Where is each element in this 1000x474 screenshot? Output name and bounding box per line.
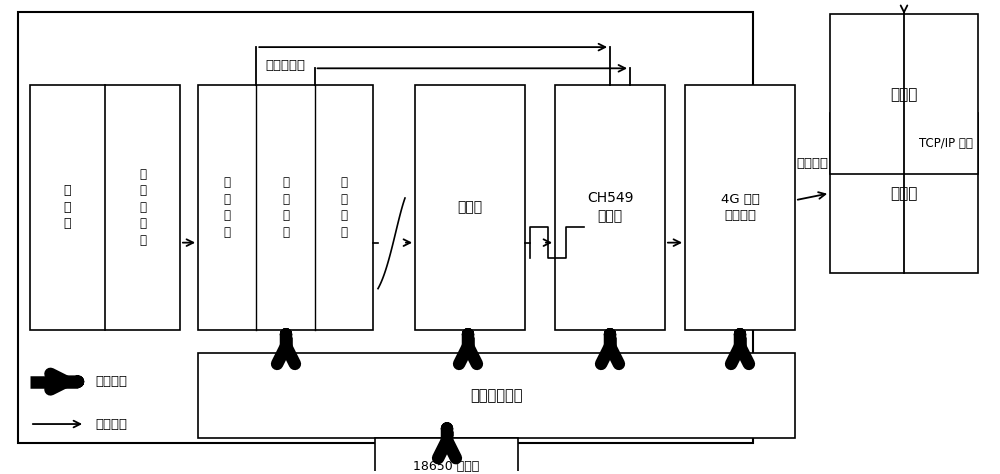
Text: 上位机: 上位机 (890, 87, 918, 102)
Text: 4G 无线
通信模块: 4G 无线 通信模块 (721, 192, 759, 222)
Text: 电
压
放
大: 电 压 放 大 (282, 176, 289, 238)
Bar (30, 85, 180, 330)
Bar (375, 438, 518, 474)
Text: 电源走向: 电源走向 (95, 375, 127, 388)
Text: 前置放大器: 前置放大器 (266, 59, 306, 73)
Text: 服务器: 服务器 (890, 186, 918, 201)
Bar (18, 12, 753, 443)
Text: 闪
烁
体: 闪 烁 体 (64, 184, 71, 230)
Text: 电源管理部分: 电源管理部分 (470, 388, 523, 403)
Bar (198, 85, 373, 330)
Bar (830, 14, 978, 174)
Bar (415, 85, 525, 330)
Text: CH549
单片机: CH549 单片机 (587, 191, 633, 223)
Bar (685, 85, 795, 330)
Text: TCP/IP 内网: TCP/IP 内网 (919, 137, 973, 150)
Text: 信号走向: 信号走向 (95, 418, 127, 430)
Bar (830, 113, 978, 273)
Bar (555, 85, 665, 330)
Text: 电
流
放
大: 电 流 放 大 (224, 176, 231, 238)
Text: 信
号
调
理: 信 号 调 理 (340, 176, 347, 238)
Text: 无线通信: 无线通信 (796, 156, 828, 170)
Text: 18650 锂电池: 18650 锂电池 (413, 460, 480, 473)
Text: 比较器: 比较器 (457, 201, 483, 214)
Bar (198, 353, 795, 438)
Text: 硅
光
二
极
管: 硅 光 二 极 管 (139, 168, 146, 247)
